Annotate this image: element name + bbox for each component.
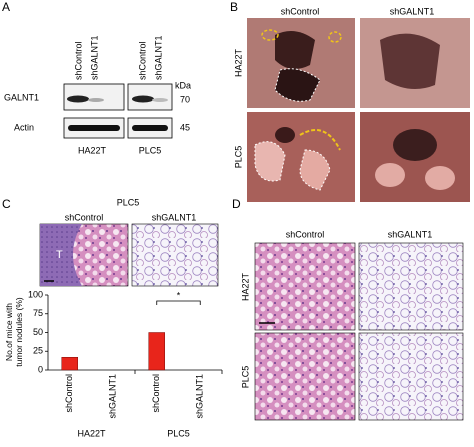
histology [254,242,356,331]
lane-label: shGALNT1 [89,35,99,80]
histology [254,332,356,421]
marker: 70 [180,94,190,104]
histology [358,242,464,331]
x-tick-label: shControl [151,374,161,413]
column-label: shControl [65,212,104,222]
x-tick-label: shControl [64,374,74,413]
band [152,98,168,102]
column-label: shControl [286,229,325,239]
y-tick-label: 75 [33,308,43,318]
row-label: HA22T [233,48,243,77]
tumor-mark: T [56,249,63,261]
column-label: shGALNT1 [388,229,433,239]
band [132,95,154,103]
group-label: HA22T [77,428,106,438]
bar [148,332,165,371]
lane-label: shControl [73,41,83,80]
lane-label: shGALNT1 [153,35,163,80]
y-tick-label: 100 [28,289,43,299]
panel-label: D [232,197,241,211]
y-tick-label: 50 [33,327,43,337]
band [68,125,120,131]
row-label: HA22T [240,272,250,301]
band [88,98,104,102]
x-tick-label: shGALNT1 [195,374,205,419]
column-label: shGALNT1 [152,212,197,222]
x-tick-label: shGALNT1 [108,374,118,419]
row-label: GALNT1 [4,92,39,102]
photo [247,112,355,202]
unit: kDa [175,80,191,90]
panel-label: A [2,0,10,14]
y-tick-label: 25 [33,346,43,356]
histology [358,332,464,421]
photo [360,18,470,108]
y-axis-label: No.of mice with tumor nodules (%) [4,297,24,367]
lane-label: shControl [137,41,147,80]
cell-line: HA22T [78,145,107,155]
column-label: shGALNT1 [390,6,435,16]
cell-line: PLC5 [139,145,162,155]
photo [247,18,355,108]
row-label: PLC5 [240,366,250,389]
panel-label: B [230,0,238,14]
group-label: PLC5 [167,428,190,438]
panel-title: PLC5 [117,197,140,207]
band [132,125,168,131]
significance-bracket [156,300,201,305]
bar-chart: 0 25 50 75 100 HA22T PLC5 shControl shGALNT1 shCo… [28,289,223,438]
band [67,95,89,103]
significance-label: * [177,290,181,300]
row-label: PLC5 [233,146,243,169]
bar [61,357,78,371]
y-tick-label: 0 [38,364,43,374]
column-label: shControl [281,6,320,16]
photo [360,112,470,202]
histology [39,223,129,287]
histology [131,223,219,287]
marker: 45 [180,122,190,132]
row-label: Actin [14,122,34,132]
panel-label: C [2,197,11,211]
